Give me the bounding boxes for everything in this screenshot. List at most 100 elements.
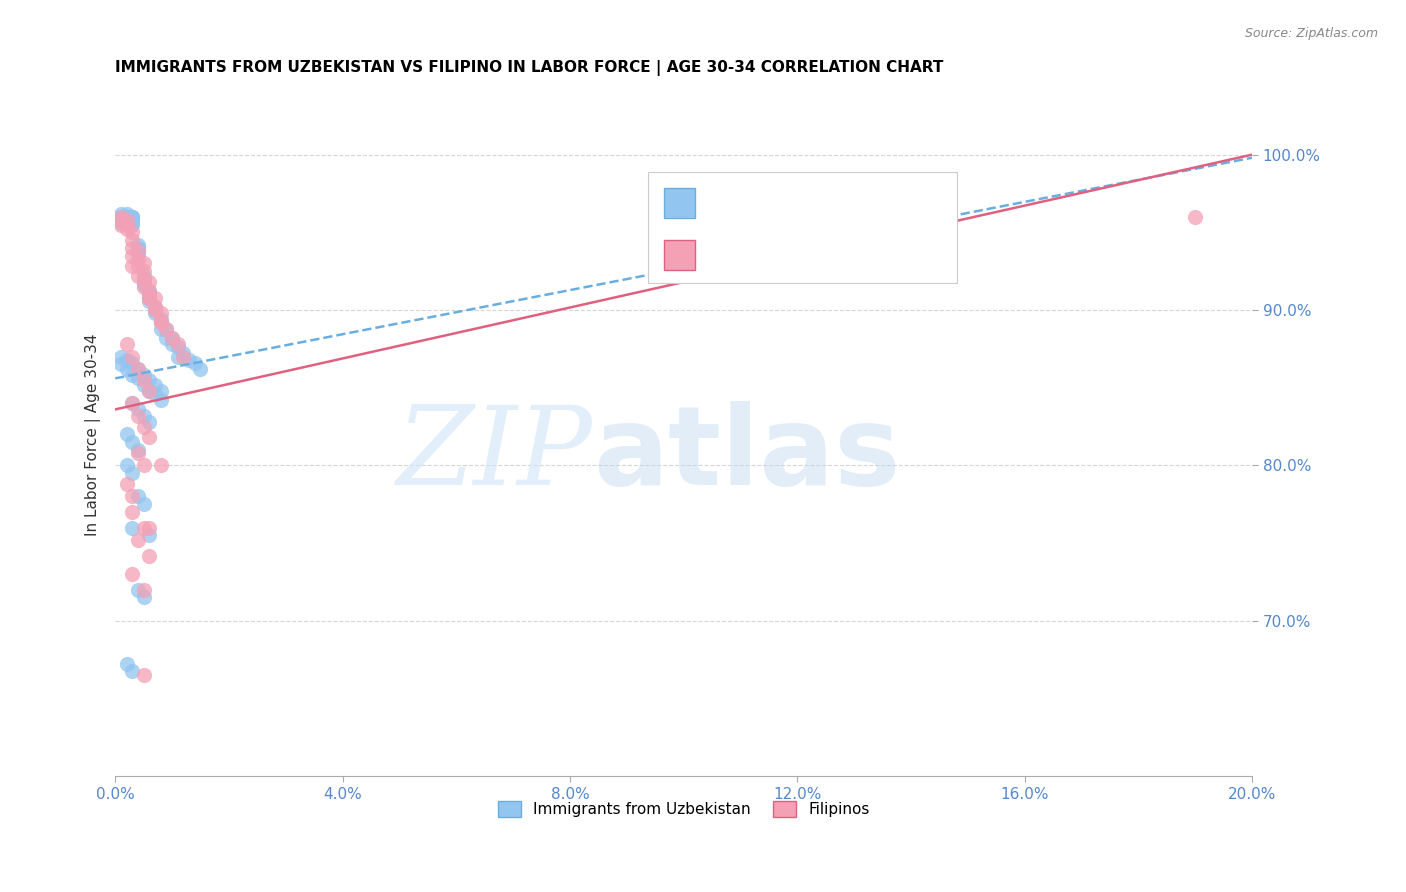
Point: [110, 210, 132, 224]
Point: [127, 490, 149, 504]
Point: [132, 268, 155, 283]
Point: [121, 567, 143, 582]
Point: [121, 218, 143, 232]
Point: [138, 384, 160, 398]
Point: [110, 350, 132, 364]
Point: [121, 210, 143, 224]
Point: [138, 415, 160, 429]
Point: [127, 362, 149, 376]
Text: IMMIGRANTS FROM UZBEKISTAN VS FILIPINO IN LABOR FORCE | AGE 30-34 CORRELATION CH: IMMIGRANTS FROM UZBEKISTAN VS FILIPINO I…: [115, 60, 943, 76]
Point: [115, 210, 138, 224]
Point: [149, 321, 172, 335]
Point: [121, 466, 143, 480]
Legend: Immigrants from Uzbekistan, Filipinos: Immigrants from Uzbekistan, Filipinos: [492, 795, 876, 823]
Point: [110, 207, 132, 221]
Point: [143, 291, 166, 305]
Point: [115, 222, 138, 236]
Point: [121, 435, 143, 450]
Point: [127, 582, 149, 597]
Point: [115, 212, 138, 227]
Point: [132, 272, 155, 286]
Point: [110, 212, 132, 227]
Point: [127, 241, 149, 255]
Point: [132, 264, 155, 278]
Point: [132, 458, 155, 473]
Point: [132, 377, 155, 392]
Point: [121, 396, 143, 410]
Point: [110, 210, 132, 224]
Point: [127, 402, 149, 417]
Point: [132, 278, 155, 293]
Point: [132, 582, 155, 597]
Point: [121, 356, 143, 370]
Point: [149, 306, 172, 320]
Point: [138, 293, 160, 308]
Point: [1184, 210, 1206, 224]
Point: [149, 315, 172, 329]
Point: [115, 218, 138, 232]
Point: [132, 373, 155, 387]
Text: atlas: atlas: [593, 401, 900, 508]
Point: [127, 247, 149, 261]
Point: [132, 419, 155, 434]
Point: [138, 430, 160, 444]
Point: [138, 287, 160, 301]
Point: [127, 409, 149, 423]
Point: [160, 337, 183, 351]
Point: [132, 279, 155, 293]
Point: [138, 285, 160, 299]
Text: Source: ZipAtlas.com: Source: ZipAtlas.com: [1244, 27, 1378, 40]
Y-axis label: In Labor Force | Age 30-34: In Labor Force | Age 30-34: [86, 333, 101, 535]
Point: [166, 340, 188, 354]
Point: [132, 409, 155, 423]
Point: [138, 528, 160, 542]
Point: [115, 207, 138, 221]
Point: [115, 216, 138, 230]
Point: [155, 331, 177, 345]
Text: R =: R =: [706, 189, 742, 208]
Point: [115, 362, 138, 376]
Point: [121, 212, 143, 227]
Text: 0.365: 0.365: [748, 241, 800, 260]
Point: [121, 216, 143, 230]
Point: [127, 244, 149, 258]
Point: [138, 291, 160, 305]
Point: [127, 371, 149, 385]
Point: [127, 268, 149, 283]
Point: [138, 291, 160, 305]
Point: [132, 275, 155, 289]
Point: [138, 373, 160, 387]
Point: [121, 225, 143, 239]
Point: [127, 533, 149, 547]
Point: [143, 306, 166, 320]
Point: [121, 210, 143, 224]
Point: [121, 233, 143, 247]
Point: [172, 346, 194, 360]
Point: [132, 497, 155, 511]
Text: 82: 82: [835, 189, 858, 208]
Point: [138, 384, 160, 398]
Point: [149, 312, 172, 326]
Point: [121, 350, 143, 364]
Point: [115, 210, 138, 224]
Text: ZIP: ZIP: [396, 401, 593, 508]
Point: [121, 249, 143, 263]
Point: [132, 368, 155, 383]
Point: [121, 241, 143, 255]
Point: [115, 477, 138, 491]
Point: [132, 256, 155, 270]
Point: [110, 212, 132, 227]
Point: [121, 260, 143, 274]
Point: [121, 368, 143, 383]
Point: [127, 446, 149, 460]
Point: [138, 549, 160, 563]
Point: [160, 331, 183, 345]
Point: [172, 350, 194, 364]
Point: [155, 321, 177, 335]
Point: [132, 272, 155, 286]
Point: [184, 356, 207, 370]
Point: [132, 591, 155, 605]
Point: [110, 212, 132, 227]
Point: [110, 210, 132, 224]
Point: [149, 393, 172, 408]
